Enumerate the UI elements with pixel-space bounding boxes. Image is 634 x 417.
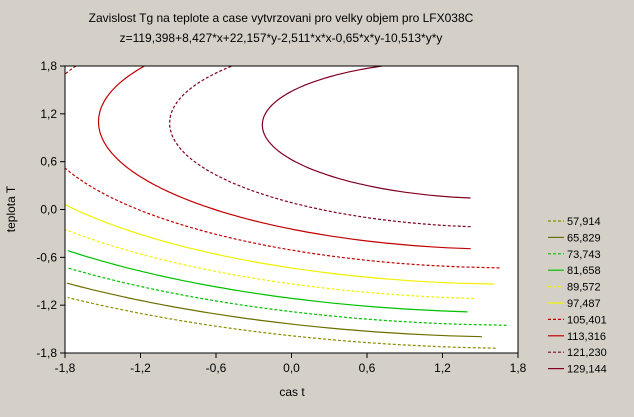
- x-tick-label: 1,2: [434, 361, 451, 375]
- y-axis: 1,8 1,2 0,6 0,0 -0,6 -1,2 -1,8: [36, 59, 65, 360]
- contour-line: [65, 65, 500, 269]
- legend-label: 129,144: [567, 364, 607, 376]
- legend-label: 57,914: [567, 216, 601, 228]
- contour-line: [67, 296, 496, 349]
- chart-title: Zavislost Tg na teplote a case vytvrzova…: [89, 11, 474, 25]
- plot-area: [65, 66, 518, 353]
- legend-label: 81,658: [567, 265, 601, 277]
- legend-label: 73,743: [567, 249, 601, 261]
- y-tick-label: 1,2: [40, 107, 57, 121]
- x-tick-label: -1,8: [55, 361, 76, 375]
- legend: 57,914 65,829 73,743 81,658 89,572 97,487 105,…: [548, 216, 607, 376]
- x-tick-label: -0,6: [206, 361, 227, 375]
- contour-line: [67, 250, 468, 313]
- y-tick-label: 0,0: [40, 203, 57, 217]
- y-tick-label: -1,8: [36, 346, 57, 360]
- contour-line: [97, 65, 471, 250]
- x-axis-label: cas t: [279, 385, 305, 399]
- y-tick-label: -1,2: [36, 298, 57, 312]
- y-tick-label: 1,8: [40, 59, 57, 73]
- contour-line: [64, 229, 475, 300]
- legend-label: 121,230: [567, 347, 607, 359]
- x-axis: -1,8 -1,2 -0,6 0,0 0,6 1,2 1,8: [55, 353, 527, 375]
- contour-line: [66, 282, 482, 338]
- legend-label: 113,316: [567, 331, 606, 343]
- x-tick-label: 0,0: [283, 361, 300, 375]
- legend-label: 65,829: [567, 232, 601, 244]
- contour-line: [67, 267, 507, 326]
- legend-label: 105,401: [567, 314, 607, 326]
- x-tick-label: -1,2: [130, 361, 151, 375]
- y-axis-label: teplota T: [4, 185, 18, 232]
- contour-line: [168, 65, 471, 228]
- legend-label: 89,572: [567, 282, 601, 294]
- x-tick-label: 0,6: [359, 361, 376, 375]
- contour-lines: [64, 65, 507, 349]
- y-tick-label: -0,6: [36, 250, 57, 264]
- legend-label: 97,487: [567, 298, 601, 310]
- y-tick-label: 0,6: [40, 155, 57, 169]
- x-tick-label: 1,8: [510, 361, 527, 375]
- chart-subtitle: z=119,398+8,427*x+22,157*y-2,511*x*x-0,6…: [120, 31, 443, 45]
- contour-line: [261, 65, 471, 199]
- contour-line: [64, 204, 495, 285]
